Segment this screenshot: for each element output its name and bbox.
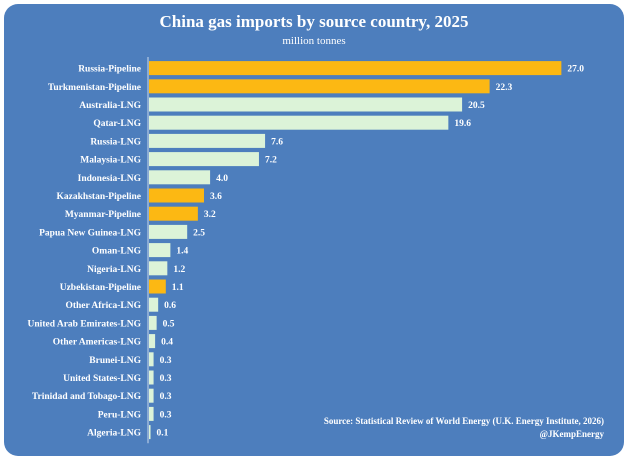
value-label: 22.3 bbox=[496, 83, 513, 93]
bar-russia-pipeline bbox=[149, 61, 562, 76]
value-label: 0.3 bbox=[160, 410, 172, 420]
bar-uzbekistan-pipeline bbox=[149, 279, 166, 294]
category-label: Other Africa-LNG bbox=[65, 301, 141, 311]
category-label: Malaysia-LNG bbox=[80, 156, 141, 166]
value-label: 4.0 bbox=[216, 174, 228, 184]
bar-kazakhstan-pipeline bbox=[149, 188, 204, 203]
bar-indonesia-lng bbox=[149, 170, 211, 185]
value-label: 19.6 bbox=[454, 119, 471, 129]
value-label: 0.3 bbox=[160, 356, 172, 366]
bar-other-africa-lng bbox=[149, 297, 159, 312]
bar-nigeria-lng bbox=[149, 261, 168, 276]
bar-australia-lng bbox=[149, 97, 463, 112]
bar-myanmar-pipeline bbox=[149, 206, 198, 221]
category-label: United States-LNG bbox=[63, 374, 141, 384]
bar-united-states-lng bbox=[149, 370, 154, 385]
bar-brunei-lng bbox=[149, 352, 154, 367]
bar-malaysia-lng bbox=[149, 152, 259, 167]
category-label: Australia-LNG bbox=[79, 101, 141, 111]
value-label: 1.4 bbox=[176, 247, 188, 257]
category-label: Trinidad and Tobago-LNG bbox=[32, 392, 142, 402]
value-label: 7.2 bbox=[265, 156, 277, 166]
category-label: Kazakhstan-Pipeline bbox=[57, 192, 141, 202]
category-label: United Arab Emirates-LNG bbox=[28, 319, 142, 329]
category-label: Peru-LNG bbox=[98, 410, 142, 420]
bar-chart: Russia-Pipeline 27.0 Turkmenistan-Pipeline… bbox=[28, 57, 584, 444]
chart-subtitle: million tonnes bbox=[282, 35, 346, 47]
category-label: Nigeria-LNG bbox=[87, 265, 141, 275]
category-label: Uzbekistan-Pipeline bbox=[60, 283, 141, 293]
value-label: 1.1 bbox=[172, 283, 184, 293]
value-label: 0.5 bbox=[163, 319, 175, 329]
category-label: Papua New Guinea-LNG bbox=[39, 228, 141, 238]
value-label: 0.1 bbox=[157, 429, 169, 439]
value-label: 0.4 bbox=[161, 338, 173, 348]
value-label: 0.3 bbox=[160, 374, 172, 384]
bar-russia-lng bbox=[149, 133, 266, 148]
chart-title: China gas imports by source country, 202… bbox=[159, 12, 469, 31]
value-label: 3.6 bbox=[210, 192, 222, 202]
category-label: Russia-Pipeline bbox=[78, 65, 141, 75]
value-label: 3.2 bbox=[204, 210, 216, 220]
source-line: Source: Statistical Review of World Ener… bbox=[323, 416, 604, 426]
category-label: Oman-LNG bbox=[92, 247, 142, 257]
category-label: Algeria-LNG bbox=[87, 429, 141, 439]
bar-trinidad-and-tobago-lng bbox=[149, 388, 154, 403]
author-handle: @JKempEnergy bbox=[539, 429, 604, 439]
source-note: Source: Statistical Review of World Ener… bbox=[324, 415, 604, 441]
category-label: Brunei-LNG bbox=[89, 356, 141, 366]
value-label: 7.6 bbox=[271, 137, 283, 147]
value-label: 0.6 bbox=[164, 301, 176, 311]
category-label: Turkmenistan-Pipeline bbox=[48, 83, 141, 93]
bar-papua-new-guinea-lng bbox=[149, 224, 188, 239]
bar-turkmenistan-pipeline bbox=[149, 79, 490, 94]
category-label: Other Americas-LNG bbox=[53, 338, 142, 348]
bar-other-americas-lng bbox=[149, 334, 156, 349]
chart-panel: China gas imports by source country, 202… bbox=[4, 4, 624, 456]
value-label: 27.0 bbox=[567, 65, 584, 75]
category-label: Myanmar-Pipeline bbox=[65, 210, 141, 220]
value-label: 20.5 bbox=[468, 101, 485, 111]
bar-qatar-lng bbox=[149, 115, 449, 130]
value-label: 1.2 bbox=[173, 265, 185, 275]
value-label: 0.3 bbox=[160, 392, 172, 402]
bar-peru-lng bbox=[149, 406, 154, 421]
bar-oman-lng bbox=[149, 243, 171, 258]
category-label: Russia-LNG bbox=[90, 137, 141, 147]
bar-algeria-lng bbox=[149, 425, 151, 440]
value-label: 2.5 bbox=[193, 228, 205, 238]
bar-united-arab-emirates-lng bbox=[149, 315, 157, 330]
category-label: Indonesia-LNG bbox=[78, 174, 142, 184]
category-label: Qatar-LNG bbox=[93, 119, 141, 129]
